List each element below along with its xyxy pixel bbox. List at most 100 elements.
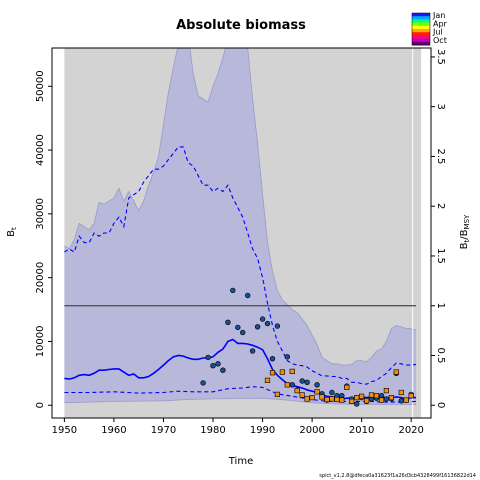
data-point-index2 (269, 370, 276, 376)
y2-tick-label: 1.5 (435, 248, 446, 264)
data-point-index2 (304, 396, 310, 402)
y2-axis-title-mid: /B (459, 229, 470, 239)
data-point-index2 (368, 392, 375, 398)
data-point-index2 (354, 394, 360, 401)
legend-swatch (412, 25, 430, 30)
legend-label: Jan (432, 11, 445, 20)
data-point-index2 (363, 398, 370, 404)
x-axis: 1950 1960 1970 1980 1990 2000 2010 2020 (52, 418, 424, 436)
upper-ci-line (64, 48, 417, 366)
y2-tick-label: 2.5 (435, 148, 446, 164)
data-point-index2 (319, 394, 325, 400)
data-point-index1 (264, 320, 271, 327)
y-axis-title-sub: t (10, 227, 18, 230)
data-point-index1 (210, 363, 216, 369)
data-point-index1 (245, 292, 251, 299)
y-tick-label: 20000 (35, 262, 46, 294)
data-point-index1 (284, 354, 290, 360)
data-point-index1 (225, 319, 231, 325)
data-point-index2 (329, 396, 335, 402)
x-tick-label: 2020 (398, 425, 423, 436)
data-point-index2 (334, 396, 340, 403)
y2-tick-label: 2 (435, 203, 446, 209)
legend-swatch (412, 19, 430, 24)
data-point-index1 (383, 396, 390, 402)
legend-swatch (412, 16, 430, 20)
data-point-index1 (289, 382, 295, 388)
plot-area (51, 47, 432, 419)
data-point-index2 (373, 393, 380, 399)
y-tick-label: 30000 (35, 198, 46, 230)
plot-frame (51, 47, 432, 419)
y-tick-label: 50000 (35, 70, 46, 102)
data-point-index2 (289, 368, 295, 375)
data-point-index2 (344, 384, 350, 391)
data-point-index1 (398, 398, 404, 404)
x-tick-label: 2000 (299, 425, 324, 436)
data-point-index2 (349, 398, 355, 405)
data-point-index2 (294, 387, 300, 394)
y-axis-left: 0 10000 20000 30000 40000 50000 (35, 70, 52, 408)
data-point-index1 (304, 379, 310, 385)
y2-axis-title-sub2: MSY (463, 214, 471, 229)
data-point-index2 (309, 394, 315, 401)
data-point-index2 (314, 389, 320, 395)
legend-swatch (412, 38, 430, 43)
data-point-index1 (220, 367, 226, 373)
legend-swatch (412, 41, 430, 46)
data-point-index1 (274, 323, 281, 329)
data-point-index1 (249, 348, 256, 354)
y2-tick-label: 3 (435, 104, 446, 110)
data-point-index1 (329, 389, 335, 396)
confidence-band (64, 48, 417, 405)
y-tick-label: 40000 (35, 134, 46, 166)
data-point-index1 (254, 324, 261, 330)
data-point-index2 (274, 391, 281, 398)
legend-label: Oct (433, 36, 447, 45)
data-point-index2 (264, 377, 271, 384)
data-point-index2 (358, 393, 365, 399)
data-point-index1 (269, 356, 276, 362)
data-point-index2 (383, 387, 390, 394)
data-point-index1 (339, 393, 345, 399)
data-point-index1 (200, 380, 206, 386)
data-point-index2 (388, 394, 395, 401)
data-point-index2 (279, 369, 286, 375)
y2-axis-title-sub: t (463, 239, 471, 242)
y2-tick-label: 0.5 (435, 348, 446, 364)
x-axis-title: Time (228, 456, 253, 467)
data-point-index2 (393, 369, 399, 375)
chart-title: Absolute biomass (176, 18, 306, 33)
legend-swatch (412, 35, 430, 40)
x-tick-label: 1990 (250, 425, 275, 436)
data-point-index2 (378, 397, 385, 403)
legend-swatch (412, 29, 430, 33)
lower-ci-line (64, 397, 417, 406)
data-point-index1 (354, 401, 360, 407)
data-point-index1 (299, 378, 305, 384)
data-point-index2 (408, 393, 414, 399)
data-point-index2 (299, 392, 305, 398)
y-axis-right: 0 0.5 1 1.5 2 2.5 3 3.5 (431, 49, 446, 408)
data-point-index1 (205, 354, 211, 361)
legend-swatch (412, 32, 430, 36)
data-point-index2 (339, 397, 345, 403)
data-point-index2 (403, 397, 409, 403)
x-tick-label: 1950 (52, 425, 77, 436)
y-tick-label: 10000 (35, 326, 46, 358)
data-point-index1 (378, 393, 385, 399)
data-point-index1 (215, 361, 221, 367)
data-point-index1 (259, 316, 266, 322)
y2-axis-title: Bt/BMSY (459, 214, 471, 249)
legend-label: Apr (433, 19, 448, 28)
y-axis-title-main: B (6, 230, 17, 237)
y-tick-label: 0 (35, 402, 46, 408)
data-point-index2 (398, 389, 404, 396)
x-tick-label: 2010 (349, 425, 374, 436)
data-point-index1 (240, 329, 246, 336)
plot-content (64, 48, 422, 418)
y2-tick-label: 1 (435, 303, 446, 309)
y-axis-title: Bt (6, 227, 18, 237)
data-point-index1 (230, 287, 236, 294)
